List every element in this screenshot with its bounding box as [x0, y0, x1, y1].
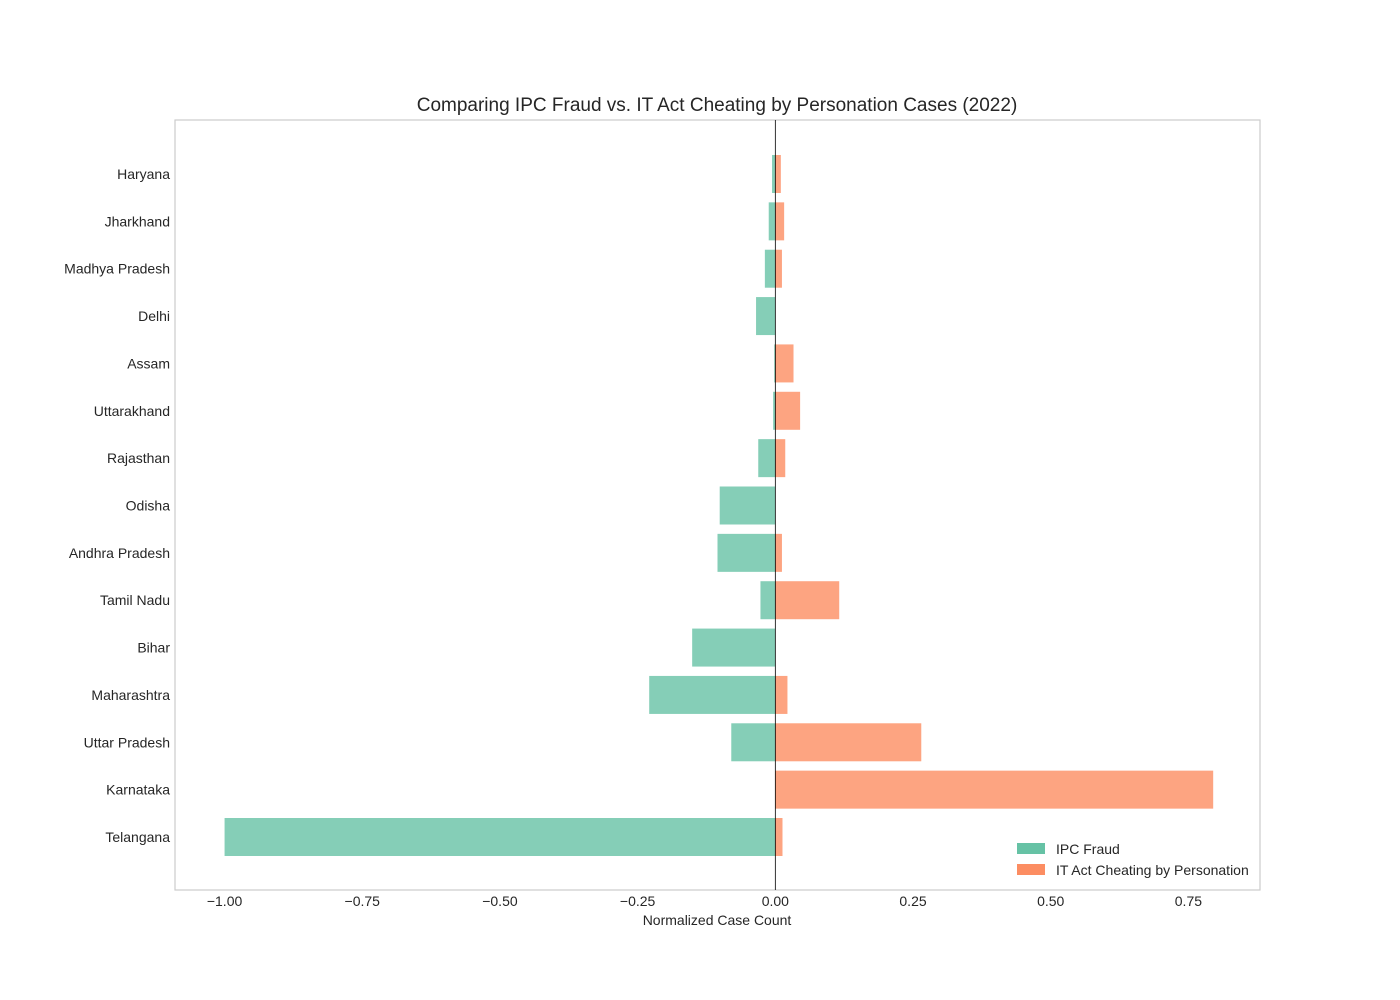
y-tick-label-bihar: Bihar	[137, 640, 170, 656]
x-tick-label: −0.25	[620, 893, 656, 909]
bar-ipc-fraud-assam	[774, 344, 776, 383]
bar-ipc-fraud-uttarakhand	[773, 391, 776, 430]
bar-it-act-cheating-by-personation-telangana	[775, 818, 783, 856]
bar-ipc-fraud-odisha	[719, 486, 776, 525]
y-tick-label-haryana: Haryana	[117, 166, 170, 182]
x-tick-label: −0.75	[345, 893, 381, 909]
bar-it-act-cheating-by-personation-jharkhand	[775, 202, 785, 241]
bar-ipc-fraud-jharkhand	[768, 202, 776, 241]
bar-ipc-fraud-bihar	[692, 628, 776, 667]
bar-ipc-fraud-telangana	[224, 818, 776, 856]
bar-ipc-fraud-uttar-pradesh	[731, 723, 776, 762]
x-tick-labels: −1.00 −0.75 −0.50 −0.25 0.00 0.25 0.50 0.75	[207, 893, 1202, 909]
y-tick-label-odisha: Odisha	[126, 498, 171, 514]
bar-it-act-cheating-by-personation-uttar-pradesh	[775, 723, 922, 762]
legend-swatch-it-act	[1017, 864, 1045, 875]
bar-it-act-cheating-by-personation-haryana	[775, 155, 781, 193]
bar-it-act-cheating-by-personation-tamil-nadu	[775, 581, 840, 620]
y-tick-label-maharashtra: Maharashtra	[91, 687, 170, 703]
y-tick-labels: Haryana Jharkhand Madhya Pradesh Delhi Assam…	[64, 166, 170, 845]
bar-it-act-cheating-by-personation-karnataka	[775, 770, 1214, 809]
bar-ipc-fraud-tamil-nadu	[760, 581, 776, 620]
y-tick-label-delhi: Delhi	[138, 308, 170, 324]
bar-ipc-fraud-delhi	[756, 297, 776, 336]
x-tick-label: 0.75	[1175, 893, 1202, 909]
y-tick-label-tamil-nadu: Tamil Nadu	[100, 592, 170, 608]
x-tick-label: −0.50	[482, 893, 518, 909]
y-tick-label-uttarakhand: Uttarakhand	[94, 403, 170, 419]
y-tick-label-andhra-pradesh: Andhra Pradesh	[69, 545, 170, 561]
legend-swatch-ipc-fraud	[1017, 843, 1045, 854]
bar-ipc-fraud-madhya-pradesh	[764, 249, 776, 288]
bars-layer	[224, 155, 1214, 856]
legend-label-it-act: IT Act Cheating by Personation	[1056, 862, 1249, 878]
y-tick-label-jharkhand: Jharkhand	[105, 213, 170, 229]
bar-it-act-cheating-by-personation-rajasthan	[775, 439, 786, 478]
y-tick-label-madhya-pradesh: Madhya Pradesh	[64, 261, 170, 277]
legend: IPC Fraud IT Act Cheating by Personation	[1017, 841, 1249, 878]
x-tick-label: 0.50	[1037, 893, 1064, 909]
bar-ipc-fraud-haryana	[772, 155, 776, 193]
y-tick-label-assam: Assam	[127, 355, 170, 371]
bar-ipc-fraud-rajasthan	[758, 439, 776, 478]
x-axis-label: Normalized Case Count	[643, 912, 792, 928]
y-tick-label-uttar-pradesh: Uttar Pradesh	[84, 734, 170, 750]
bar-it-act-cheating-by-personation-andhra-pradesh	[775, 533, 782, 572]
y-tick-label-telangana: Telangana	[105, 829, 170, 845]
chart-title: Comparing IPC Fraud vs. IT Act Cheating …	[417, 95, 1018, 116]
bar-it-act-cheating-by-personation-uttarakhand	[775, 391, 801, 430]
plot-frame	[174, 119, 1261, 891]
bar-it-act-cheating-by-personation-madhya-pradesh	[775, 249, 782, 288]
x-tick-label: 0.25	[899, 893, 926, 909]
bar-ipc-fraud-maharashtra	[649, 675, 776, 714]
y-tick-label-karnataka: Karnataka	[106, 782, 170, 798]
x-tick-label: 0.00	[762, 893, 789, 909]
y-tick-label-rajasthan: Rajasthan	[107, 450, 170, 466]
x-tick-label: −1.00	[207, 893, 243, 909]
bar-ipc-fraud-andhra-pradesh	[717, 533, 776, 572]
bar-it-act-cheating-by-personation-maharashtra	[775, 675, 788, 714]
legend-label-ipc-fraud: IPC Fraud	[1056, 841, 1120, 857]
bar-it-act-cheating-by-personation-assam	[775, 344, 794, 383]
